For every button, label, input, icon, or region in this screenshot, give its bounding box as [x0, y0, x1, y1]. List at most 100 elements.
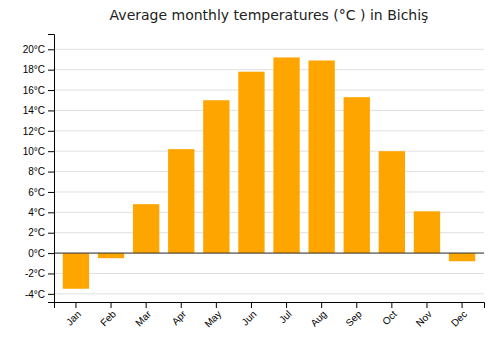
y-axis-line: [48, 35, 55, 303]
bar: [379, 151, 405, 253]
y-tick: 16°C: [23, 85, 54, 96]
x-tick-mark: [426, 302, 427, 308]
x-axis-line: [55, 303, 485, 309]
y-tick-mark: [48, 172, 54, 173]
x-tick: Apr: [170, 302, 189, 327]
y-tick: 18°C: [23, 64, 54, 75]
y-tick-label: 18°C: [23, 64, 45, 75]
x-tick-label: Feb: [98, 308, 118, 328]
baseline: [54, 253, 484, 254]
y-tick-label: 12°C: [23, 126, 45, 137]
bar: [168, 149, 194, 253]
y-tick-mark: [48, 212, 54, 213]
x-tick: Jul: [277, 302, 294, 325]
y-axis: -4°C -2°C 0°C 2°C 4°C 6°C 8°C 10°C 12°C 14°C 16°C 1…: [23, 35, 55, 303]
y-tick: 4°C: [28, 207, 54, 218]
x-tick: Feb: [98, 302, 118, 328]
x-tick-mark: [286, 302, 287, 308]
y-tick-mark: [48, 90, 54, 91]
bars: [63, 57, 475, 288]
x-tick-label: Aug: [308, 308, 328, 328]
x-tick-label: Jul: [277, 308, 294, 325]
y-tick-label: 20°C: [23, 44, 45, 55]
x-tick: Sep: [343, 302, 364, 329]
x-tick-mark: [462, 302, 463, 308]
grid-line: [54, 253, 484, 254]
x-tick-label: Dec: [449, 308, 469, 328]
x-tick-label: Mar: [133, 308, 153, 328]
x-tick: Aug: [308, 302, 328, 329]
x-tick: May: [202, 302, 223, 330]
grid-line: [54, 171, 484, 172]
y-tick-label: 8°C: [28, 166, 45, 177]
grid-line: [54, 130, 484, 131]
x-tick: Mar: [133, 302, 153, 328]
y-tick-mark: [48, 110, 54, 111]
x-tick-label: Sep: [343, 308, 364, 329]
y-tick: 0°C: [28, 248, 54, 259]
y-tick: -4°C: [25, 289, 54, 300]
grid-line: [54, 69, 484, 70]
y-tick-mark: [48, 192, 54, 193]
y-tick: 2°C: [28, 227, 54, 238]
x-tick: Oct: [380, 302, 399, 327]
x-tick-mark: [216, 302, 217, 308]
bar: [344, 97, 370, 253]
x-tick: Nov: [414, 302, 434, 329]
y-tick-mark: [48, 70, 54, 71]
bar: [449, 253, 475, 261]
grid: [54, 49, 484, 294]
y-tick-label: 14°C: [23, 105, 45, 116]
grid-line: [54, 110, 484, 111]
x-tick-label: Apr: [170, 308, 189, 327]
x-tick-mark: [75, 302, 76, 308]
x-axis: Jan Feb Mar Apr May Jun Jul Aug Sep Oct Nov Dec: [55, 302, 485, 330]
y-tick-mark: [48, 49, 54, 50]
grid-line: [54, 90, 484, 91]
x-tick: Dec: [449, 302, 469, 329]
y-tick-mark: [48, 273, 54, 274]
bar: [308, 60, 334, 253]
x-tick: Jan: [64, 302, 83, 328]
bar: [133, 204, 159, 253]
title: Average monthly temperatures (°C ) in Bi…: [110, 7, 429, 23]
grid-line: [54, 273, 484, 274]
y-tick-mark: [48, 253, 54, 254]
x-tick-mark: [111, 302, 112, 308]
x-tick-mark: [321, 302, 322, 308]
y-tick: 12°C: [23, 126, 54, 137]
y-tick-label: 16°C: [23, 85, 45, 96]
chart: -4°C -2°C 0°C 2°C 4°C 6°C 8°C 10°C 12°C 14°C 16°C 1…: [0, 0, 500, 350]
x-tick: Jun: [239, 302, 258, 328]
y-tick: 14°C: [23, 105, 54, 116]
y-tick-label: -4°C: [25, 289, 45, 300]
y-tick: -2°C: [25, 268, 54, 279]
y-tick: 10°C: [23, 146, 54, 157]
x-tick-mark: [251, 302, 252, 308]
y-tick-mark: [48, 233, 54, 234]
grid-line: [54, 191, 484, 192]
y-tick-label: 2°C: [28, 227, 45, 238]
y-tick-mark: [48, 294, 54, 295]
x-tick-label: May: [202, 308, 223, 329]
x-tick-mark: [391, 302, 392, 308]
x-tick-mark: [181, 302, 182, 308]
bar: [414, 211, 440, 253]
grid-line: [54, 49, 484, 50]
y-tick-label: 6°C: [28, 187, 45, 198]
grid-line: [54, 151, 484, 152]
bar: [238, 72, 264, 253]
x-tick-label: Jan: [64, 308, 83, 327]
bar: [203, 100, 229, 253]
plot-area: -4°C -2°C 0°C 2°C 4°C 6°C 8°C 10°C 12°C 14°C 16°C 1…: [23, 35, 485, 330]
x-tick-mark: [146, 302, 147, 308]
y-tick-mark: [48, 151, 54, 152]
x-tick-label: Jun: [239, 308, 258, 327]
y-tick: 20°C: [23, 44, 54, 55]
y-tick-label: 0°C: [28, 248, 45, 259]
x-tick-label: Nov: [414, 308, 434, 328]
bar: [63, 253, 89, 289]
y-tick-mark: [48, 131, 54, 132]
grid-line: [54, 293, 484, 294]
bar: [98, 253, 124, 258]
